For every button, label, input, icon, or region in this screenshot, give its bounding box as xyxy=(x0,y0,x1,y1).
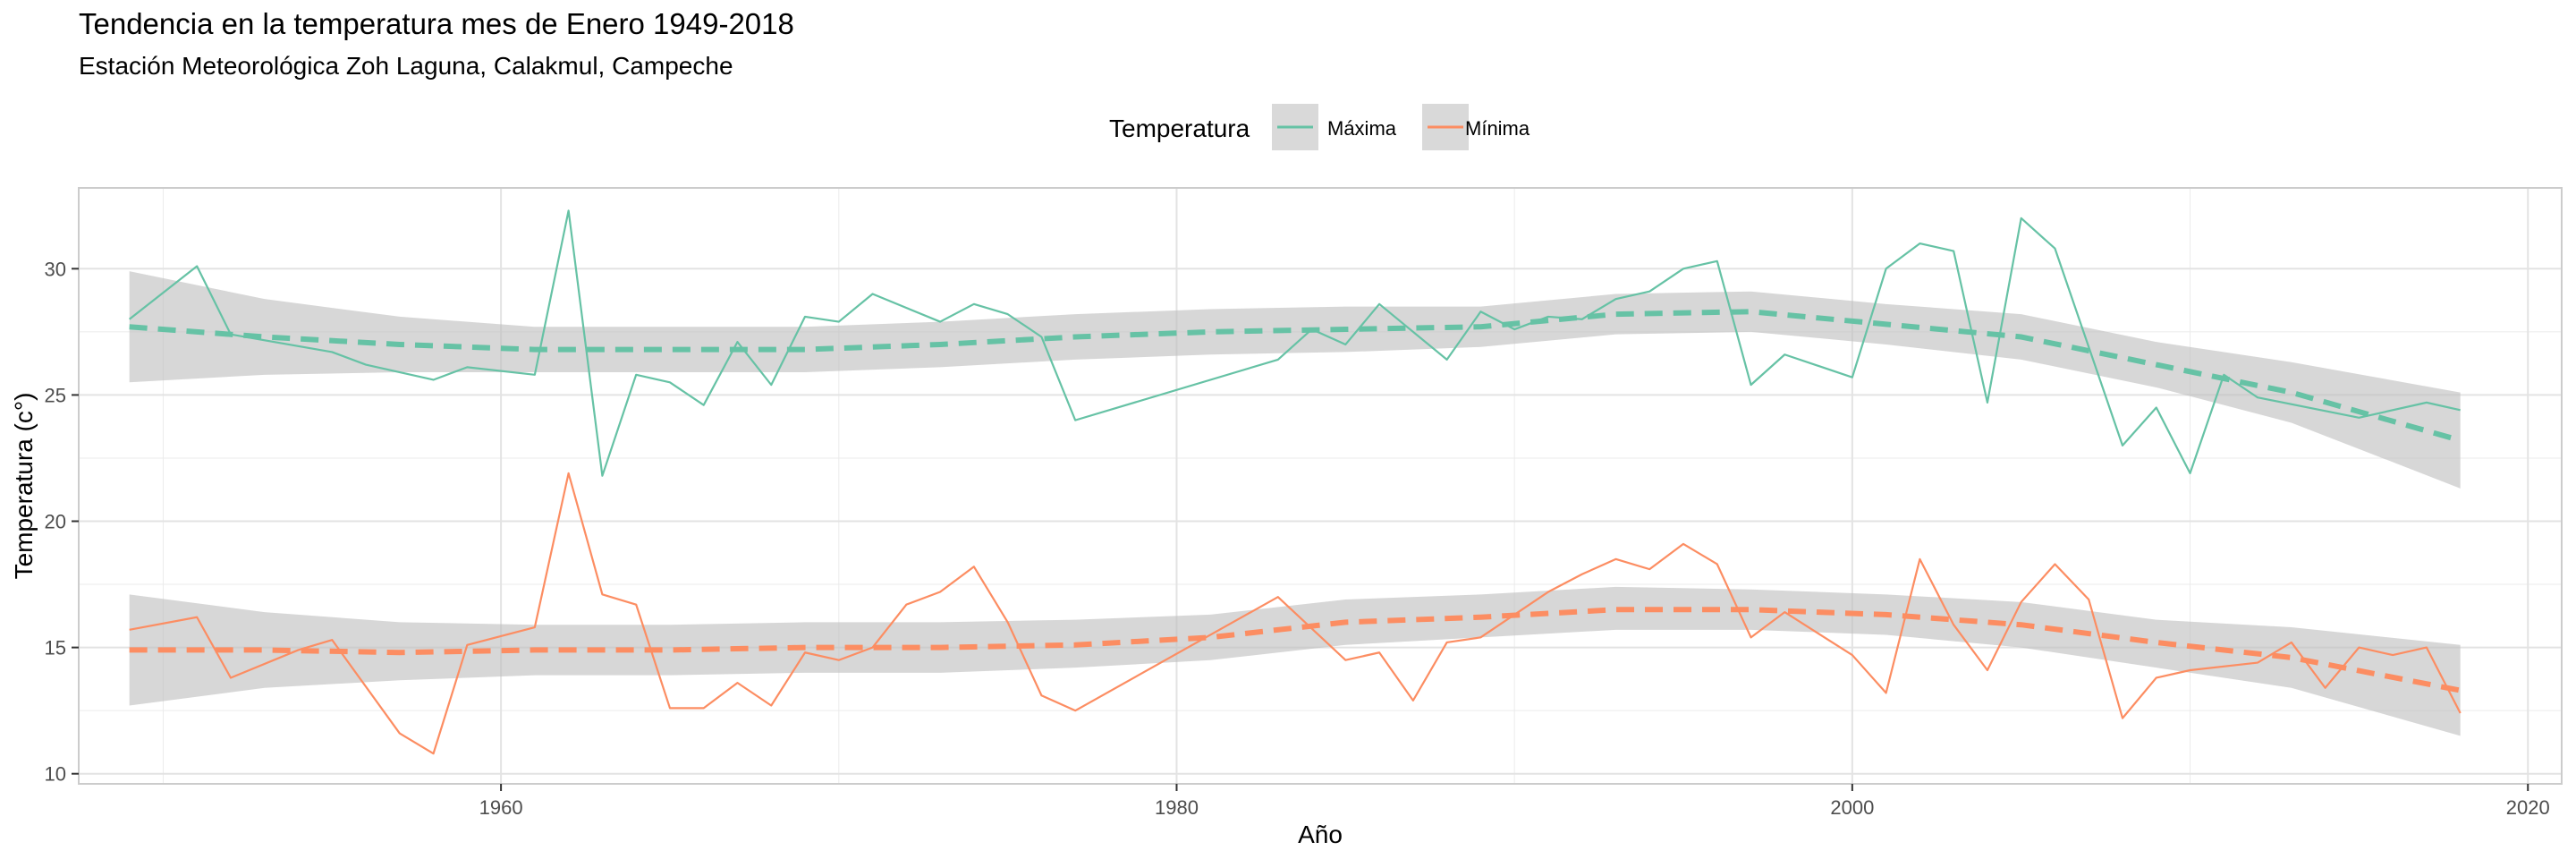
x-tick-label: 1980 xyxy=(1155,796,1199,819)
x-axis-title: Año xyxy=(1298,821,1343,848)
trend-line xyxy=(129,309,2462,444)
chart-title: Tendencia en la temperatura mes de Enero… xyxy=(79,7,794,40)
y-tick-label: 10 xyxy=(45,763,66,786)
x-tick-label: 1960 xyxy=(479,796,523,819)
legend-title: Temperatura xyxy=(1109,115,1250,142)
y-axis-title: Temperatura (c°) xyxy=(10,393,38,580)
legend-label-minima: Mínima xyxy=(1465,117,1530,140)
y-tick-label: 15 xyxy=(45,637,66,659)
series-line xyxy=(129,472,2462,755)
y-tick-label: 20 xyxy=(45,511,66,533)
y-tick-label: 30 xyxy=(45,258,66,280)
chart-subtitle: Estación Meteorológica Zoh Laguna, Calak… xyxy=(79,52,733,80)
x-tick-label: 2000 xyxy=(1830,796,1874,819)
trend-line xyxy=(129,607,2462,693)
y-tick-label: 25 xyxy=(45,384,66,406)
legend-label-maxima: Máxima xyxy=(1327,117,1397,140)
confidence-band xyxy=(129,271,2461,489)
x-tick-label: 2020 xyxy=(2506,796,2550,819)
panel-border xyxy=(78,187,2563,785)
confidence-band xyxy=(129,586,2461,736)
series-line xyxy=(128,209,2461,477)
